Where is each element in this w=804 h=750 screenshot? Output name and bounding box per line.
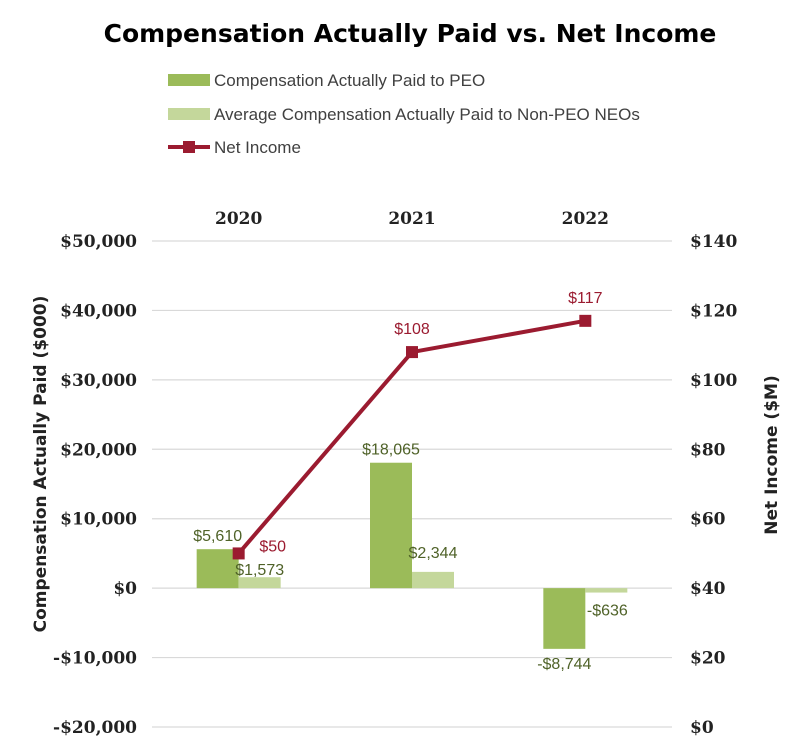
left-tick-label: $20,000	[60, 440, 137, 460]
non-peo-bar	[585, 588, 628, 593]
left-tick-label: $50,000	[60, 232, 137, 252]
left-tick-label: $10,000	[60, 510, 137, 530]
axes: $50,000 $40,000 $30,000 $20,000 $10,000 $0 -$1…	[31, 209, 782, 738]
peo-bar-label: -$8,744	[537, 656, 591, 673]
net-income-label: $50	[259, 538, 286, 555]
left-tick-label: $40,000	[60, 301, 137, 321]
legend: Compensation Actually Paid to PEO Average…	[168, 71, 640, 157]
non-peo-bar-label: $2,344	[409, 545, 458, 562]
non-peo-bar-label: -$636	[587, 603, 628, 620]
peo-bar-label: $18,065	[362, 442, 420, 459]
legend-label-peo: Compensation Actually Paid to PEO	[214, 71, 485, 90]
right-tick-label: $120	[690, 301, 737, 321]
legend-label-non-peo: Average Compensation Actually Paid to No…	[214, 105, 640, 124]
left-tick-label: $30,000	[60, 371, 137, 391]
peo-bar-label: $5,610	[193, 528, 242, 545]
category-label: 2020	[215, 209, 262, 229]
right-tick-label: $0	[690, 718, 714, 738]
net-income-label: $108	[394, 321, 430, 338]
right-tick-label: $60	[690, 510, 726, 530]
bars	[196, 462, 628, 649]
right-tick-label: $20	[690, 649, 726, 669]
left-tick-label: -$10,000	[53, 649, 137, 669]
right-axis-title: Net Income ($M)	[762, 375, 782, 534]
legend-swatch-non-peo	[168, 108, 210, 120]
net-income-marker	[406, 346, 418, 359]
peo-bar	[370, 462, 412, 589]
legend-marker-net-income	[183, 141, 195, 153]
non-peo-bar-label: $1,573	[235, 562, 284, 579]
net-income-line	[232, 314, 592, 560]
right-tick-label: $40	[690, 579, 726, 599]
left-axis-title: Compensation Actually Paid ($000)	[31, 296, 51, 633]
net-income-label: $117	[568, 290, 603, 307]
left-tick-label: $0	[113, 579, 137, 599]
non-peo-bar	[412, 571, 454, 589]
right-tick-label: $100	[690, 371, 737, 391]
data-labels: $5,610 $18,065 -$8,744 $1,573 $2,344 -$636 $50…	[193, 290, 628, 673]
non-peo-bar	[238, 577, 281, 589]
category-label: 2022	[562, 209, 609, 229]
right-tick-label: $140	[690, 232, 737, 252]
peo-bar	[196, 549, 239, 589]
legend-swatch-peo	[168, 74, 210, 86]
chart-title: Compensation Actually Paid vs. Net Incom…	[104, 19, 717, 48]
left-tick-label: -$20,000	[53, 718, 137, 738]
legend-label-net-income: Net Income	[214, 138, 301, 157]
category-label: 2021	[388, 209, 435, 229]
net-income-marker	[579, 314, 592, 327]
net-income-marker	[232, 547, 245, 560]
peo-bar	[543, 588, 586, 649]
right-tick-label: $80	[690, 440, 726, 460]
